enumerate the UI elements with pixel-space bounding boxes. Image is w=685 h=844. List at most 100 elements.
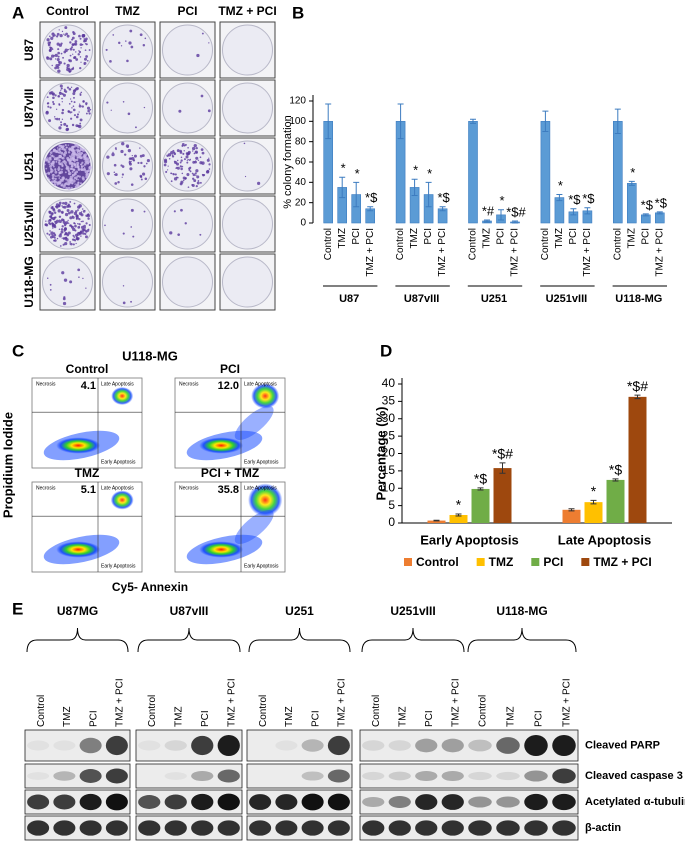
column-header: PCI: [177, 4, 197, 18]
error-bar: [628, 180, 635, 186]
colony: [128, 162, 132, 166]
flow-x-label: Cy5- Annexin: [112, 580, 188, 594]
colony: [75, 235, 78, 238]
colony: [122, 285, 125, 287]
colony: [69, 179, 73, 183]
colony: [50, 168, 54, 173]
significance-label: *$#: [506, 204, 526, 219]
colony: [58, 159, 61, 162]
colony: [105, 48, 108, 51]
quadrant-label: Late Apoptosis: [244, 381, 277, 387]
colony: [134, 126, 137, 129]
y-tick-label: 0: [300, 218, 306, 229]
colony: [57, 167, 61, 171]
colony: [49, 57, 53, 61]
band: [441, 770, 464, 782]
colony: [61, 164, 64, 168]
apoptotic-trail: [234, 509, 274, 545]
colony: [53, 232, 56, 235]
colony: [48, 119, 52, 123]
colony: [192, 177, 195, 180]
colony: [179, 165, 182, 168]
colony: [49, 153, 52, 156]
colony: [76, 183, 79, 187]
colony: [54, 221, 58, 225]
bar: [612, 121, 623, 224]
colony: [75, 158, 79, 162]
colony: [78, 175, 80, 177]
error-bar: [584, 207, 591, 215]
colony: [46, 102, 49, 105]
colony: [165, 170, 168, 174]
quadrant-label: Early Apoptosis: [244, 459, 279, 465]
colony: [74, 143, 77, 146]
colony: [174, 173, 177, 176]
colony: [133, 154, 137, 158]
colony: [207, 109, 211, 113]
colony: [74, 240, 76, 242]
colony: [58, 215, 62, 219]
error-bar: [470, 118, 476, 124]
colony: [78, 226, 81, 228]
significance-label: *$: [641, 197, 654, 212]
colony: [49, 164, 52, 168]
colony: [45, 111, 49, 115]
plate: [162, 82, 213, 134]
colony: [52, 208, 56, 212]
colony: [52, 165, 55, 168]
row-label: U251vIII: [22, 201, 36, 246]
lane-label: TMZ: [397, 706, 408, 727]
colony: [182, 152, 185, 155]
colony: [76, 156, 79, 159]
late-apoptotic-cloud: [110, 490, 134, 510]
colony: [61, 225, 64, 228]
y-tick-label: 40: [382, 376, 396, 390]
cell-density: [56, 541, 101, 558]
colony: [64, 163, 67, 166]
colony: [79, 56, 82, 58]
colony: [195, 156, 199, 160]
colony: [189, 158, 191, 161]
colony: [142, 44, 146, 47]
colony: [78, 50, 82, 54]
band: [138, 820, 161, 836]
quadrant-percent: 4.1: [81, 380, 96, 392]
colony: [61, 92, 64, 96]
colony: [179, 149, 182, 153]
colony: [89, 108, 92, 111]
colony: [68, 155, 71, 157]
colony: [84, 155, 87, 158]
colony: [199, 233, 202, 236]
colony: [196, 152, 198, 154]
colony: [173, 151, 176, 154]
band: [105, 768, 128, 784]
bar: [562, 509, 581, 523]
colony: [130, 208, 134, 212]
colony: [196, 53, 200, 58]
band: [27, 740, 50, 751]
colony: [50, 54, 55, 58]
colony: [56, 58, 60, 62]
colony: [55, 63, 59, 68]
lane-label: PCI: [310, 710, 321, 727]
colony: [193, 179, 197, 183]
plate: [162, 198, 213, 250]
error-bar: [642, 213, 649, 217]
colony: [244, 175, 247, 178]
colony: [81, 34, 86, 38]
colony: [176, 162, 180, 166]
colony: [61, 108, 65, 112]
colony: [208, 42, 210, 44]
colony: [78, 34, 81, 38]
quadrant-label: Necrosis: [179, 485, 199, 491]
colony: [183, 179, 185, 182]
y-tick-label: 0: [388, 515, 395, 529]
quadrant-label: Late Apoptosis: [101, 381, 134, 387]
colony: [68, 162, 72, 165]
colony: [176, 149, 180, 153]
band: [105, 793, 128, 811]
bar: [654, 212, 665, 224]
colony: [178, 109, 182, 113]
colony: [195, 151, 197, 153]
colony: [201, 151, 205, 155]
